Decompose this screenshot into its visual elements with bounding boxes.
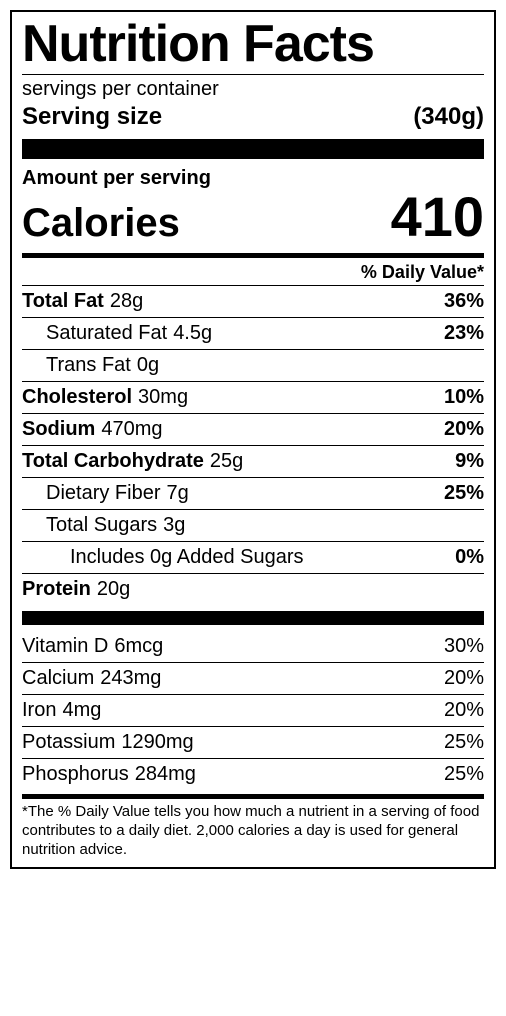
nutrient-row: Saturated Fat 4.5g 23%	[22, 317, 484, 349]
nutrient-left: Iron 4mg	[22, 699, 101, 722]
nutrient-name: Total Sugars	[46, 514, 157, 537]
nutrient-amount: 1290mg	[121, 731, 193, 754]
nutrient-dv: 36%	[444, 290, 484, 313]
calories-value: 410	[391, 184, 484, 249]
nutrition-label: Nutrition Facts servings per container S…	[10, 10, 496, 869]
nutrient-left: Vitamin D 6mcg	[22, 635, 163, 658]
nutrient-name: Total Fat	[22, 290, 104, 313]
secondary-nutrients-section: Vitamin D 6mcg 30% Calcium 243mg 20% Iron 4mg 20…	[22, 631, 484, 790]
nutrient-amount: 3g	[163, 514, 185, 537]
nutrient-amount: 4mg	[62, 699, 101, 722]
nutrient-name: Iron	[22, 699, 56, 722]
calories-label: Calories	[22, 201, 180, 246]
nutrient-amount: 0g	[137, 354, 159, 377]
nutrient-left: Potassium 1290mg	[22, 731, 194, 754]
nutrient-left: Calcium 243mg	[22, 667, 161, 690]
nutrient-name: Phosphorus	[22, 763, 129, 786]
nutrient-left: Saturated Fat 4.5g	[22, 322, 212, 345]
nutrient-row: Protein 20g	[22, 573, 484, 605]
nutrient-row: Trans Fat 0g	[22, 349, 484, 381]
nutrient-name: Saturated Fat	[46, 322, 167, 345]
nutrient-amount: 25g	[210, 450, 243, 473]
nutrient-left: Cholesterol 30mg	[22, 386, 188, 409]
nutrient-amount: 470mg	[101, 418, 162, 441]
nutrient-row: Iron 4mg 20%	[22, 694, 484, 726]
nutrient-dv: 25%	[444, 482, 484, 505]
nutrient-dv: 30%	[444, 635, 484, 658]
dv-header: % Daily Value*	[22, 262, 484, 283]
calories-row: Calories 410	[22, 184, 484, 249]
rule	[22, 139, 484, 159]
nutrient-name: Vitamin D	[22, 635, 108, 658]
nutrient-left: Includes 0g Added Sugars	[22, 546, 304, 569]
main-nutrients-section: Total Fat 28g 36% Saturated Fat 4.5g 23% Trans…	[22, 285, 484, 605]
nutrient-left: Protein 20g	[22, 578, 130, 601]
nutrient-name: Cholesterol	[22, 386, 132, 409]
nutrient-row: Calcium 243mg 20%	[22, 662, 484, 694]
nutrient-amount: 30mg	[138, 386, 188, 409]
nutrient-amount: 4.5g	[173, 322, 212, 345]
nutrient-name: Trans Fat	[46, 354, 131, 377]
nutrient-name: Includes 0g Added Sugars	[70, 546, 304, 569]
nutrient-name: Potassium	[22, 731, 115, 754]
footnote: *The % Daily Value tells you how much a …	[22, 803, 484, 859]
nutrient-amount: 243mg	[100, 667, 161, 690]
serving-size-row: Serving size (340g)	[22, 103, 484, 131]
nutrient-name: Dietary Fiber	[46, 482, 160, 505]
nutrient-row: Total Sugars 3g	[22, 509, 484, 541]
nutrient-dv: 0%	[455, 546, 484, 569]
nutrient-row: Total Fat 28g 36%	[22, 285, 484, 317]
nutrient-dv: 23%	[444, 322, 484, 345]
nutrient-left: Trans Fat 0g	[22, 354, 159, 377]
rule	[22, 611, 484, 625]
nutrient-amount: 6mcg	[114, 635, 163, 658]
title: Nutrition Facts	[22, 18, 484, 70]
nutrient-left: Total Sugars 3g	[22, 514, 185, 537]
nutrient-dv: 20%	[444, 699, 484, 722]
nutrient-dv: 20%	[444, 418, 484, 441]
rule	[22, 794, 484, 799]
nutrient-name: Sodium	[22, 418, 95, 441]
nutrient-row: Sodium 470mg 20%	[22, 413, 484, 445]
nutrient-row: Dietary Fiber 7g 25%	[22, 477, 484, 509]
nutrient-dv: 20%	[444, 667, 484, 690]
nutrient-amount: 28g	[110, 290, 143, 313]
nutrient-row: Phosphorus 284mg 25%	[22, 758, 484, 790]
rule	[22, 253, 484, 258]
servings-per-container: servings per container	[22, 77, 484, 101]
nutrient-amount: 284mg	[135, 763, 196, 786]
nutrient-dv: 25%	[444, 731, 484, 754]
nutrient-row: Includes 0g Added Sugars 0%	[22, 541, 484, 573]
nutrient-row: Total Carbohydrate 25g 9%	[22, 445, 484, 477]
nutrient-left: Phosphorus 284mg	[22, 763, 196, 786]
nutrient-left: Dietary Fiber 7g	[22, 482, 189, 505]
serving-size-label: Serving size	[22, 103, 162, 131]
nutrient-amount: 20g	[97, 578, 130, 601]
nutrient-dv: 9%	[455, 450, 484, 473]
nutrient-amount: 7g	[166, 482, 188, 505]
nutrient-row: Potassium 1290mg 25%	[22, 726, 484, 758]
nutrient-dv: 25%	[444, 763, 484, 786]
serving-size-value: (340g)	[413, 103, 484, 131]
nutrient-dv: 10%	[444, 386, 484, 409]
rule	[22, 74, 484, 75]
nutrient-name: Protein	[22, 578, 91, 601]
nutrient-name: Total Carbohydrate	[22, 450, 204, 473]
nutrient-row: Cholesterol 30mg 10%	[22, 381, 484, 413]
nutrient-left: Total Carbohydrate 25g	[22, 450, 243, 473]
nutrient-left: Sodium 470mg	[22, 418, 163, 441]
nutrient-left: Total Fat 28g	[22, 290, 143, 313]
nutrient-row: Vitamin D 6mcg 30%	[22, 631, 484, 662]
nutrient-name: Calcium	[22, 667, 94, 690]
